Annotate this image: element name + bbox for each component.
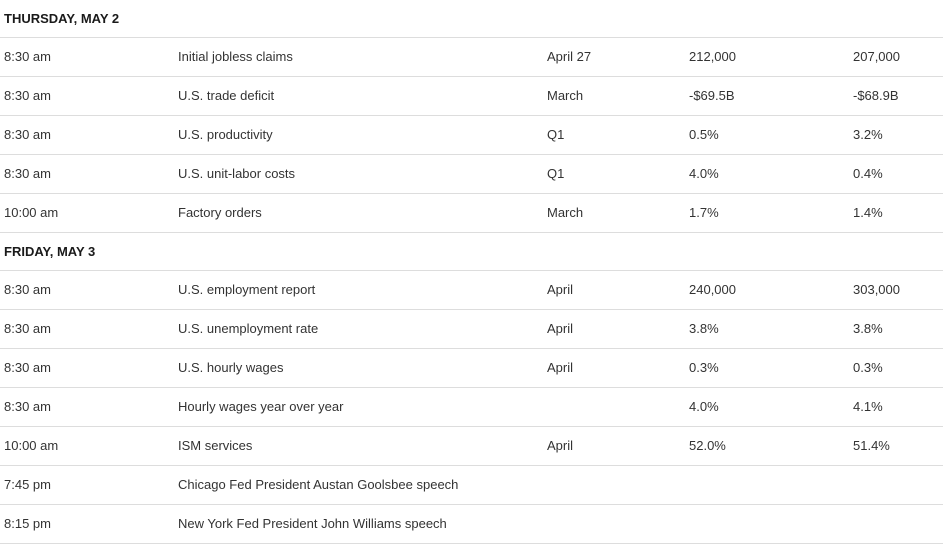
event-forecast: -$69.5B [689, 88, 735, 103]
table-row: 10:00 am ISM services April 52.0% 51.4% [0, 427, 943, 466]
event-name: ISM services [178, 438, 253, 453]
table-row: 8:30 am U.S. productivity Q1 0.5% 3.2% [0, 116, 943, 155]
table-row: 8:30 am U.S. unemployment rate April 3.8… [0, 310, 943, 349]
event-forecast: 0.3% [689, 360, 719, 375]
event-name: Factory orders [178, 205, 262, 220]
event-previous: -$68.9B [853, 88, 899, 103]
day-header-thursday: THURSDAY, MAY 2 [0, 0, 943, 38]
table-row: 10:00 am Factory orders March 1.7% 1.4% [0, 194, 943, 233]
event-name: Hourly wages year over year [178, 399, 344, 414]
table-row: 8:30 am Initial jobless claims April 27 … [0, 38, 943, 77]
event-forecast: 52.0% [689, 438, 726, 453]
event-forecast: 1.7% [689, 205, 719, 220]
table-row: 8:30 am U.S. trade deficit March -$69.5B… [0, 77, 943, 116]
event-forecast: 4.0% [689, 399, 719, 414]
day-header-friday: FRIDAY, MAY 3 [0, 233, 943, 271]
event-name: New York Fed President John Williams spe… [178, 516, 447, 531]
event-time: 8:30 am [4, 49, 51, 64]
event-forecast: 4.0% [689, 166, 719, 181]
event-period: March [547, 205, 584, 220]
event-previous: 0.4% [853, 166, 883, 181]
event-time: 8:30 am [4, 88, 51, 103]
event-time: 8:30 am [4, 321, 51, 336]
event-period: Q1 [547, 166, 565, 181]
event-previous: 51.4% [853, 438, 890, 453]
event-time: 8:30 am [4, 399, 51, 414]
event-time: 10:00 am [4, 438, 59, 453]
table-row: 7:45 pm Chicago Fed President Austan Goo… [0, 466, 943, 505]
event-name: U.S. productivity [178, 127, 273, 142]
event-forecast: 212,000 [689, 49, 736, 64]
event-previous: 1.4% [853, 205, 883, 220]
event-period: Q1 [547, 127, 565, 142]
event-period: March [547, 88, 584, 103]
event-period: April [547, 282, 574, 297]
event-time: 7:45 pm [4, 477, 51, 492]
event-name: U.S. employment report [178, 282, 316, 297]
table-row: 8:15 pm New York Fed President John Will… [0, 505, 943, 544]
event-previous: 303,000 [853, 282, 900, 297]
event-period: April 27 [547, 49, 592, 64]
event-time: 8:30 am [4, 127, 51, 142]
event-time: 10:00 am [4, 205, 59, 220]
event-time: 8:30 am [4, 360, 51, 375]
event-period: April [547, 360, 574, 375]
event-previous: 3.8% [853, 321, 883, 336]
event-forecast: 3.8% [689, 321, 719, 336]
table-row: 8:30 am U.S. unit-labor costs Q1 4.0% 0.… [0, 155, 943, 194]
event-name: U.S. unemployment rate [178, 321, 319, 336]
event-time: 8:30 am [4, 166, 51, 181]
table-row: 8:30 am U.S. employment report April 240… [0, 271, 943, 310]
event-previous: 3.2% [853, 127, 883, 142]
event-previous: 0.3% [853, 360, 883, 375]
event-name: U.S. trade deficit [178, 88, 275, 103]
event-name: Chicago Fed President Austan Goolsbee sp… [178, 477, 459, 492]
event-time: 8:15 pm [4, 516, 51, 531]
event-forecast: 240,000 [689, 282, 736, 297]
event-forecast: 0.5% [689, 127, 719, 142]
event-period: April [547, 321, 574, 336]
event-time: 8:30 am [4, 282, 51, 297]
event-name: Initial jobless claims [178, 49, 293, 64]
table-row: 8:30 am Hourly wages year over year 4.0%… [0, 388, 943, 427]
table-row: 8:30 am U.S. hourly wages April 0.3% 0.3… [0, 349, 943, 388]
event-name: U.S. hourly wages [178, 360, 284, 375]
event-previous: 207,000 [853, 49, 900, 64]
event-name: U.S. unit-labor costs [178, 166, 296, 181]
event-period: April [547, 438, 574, 453]
event-previous: 4.1% [853, 399, 883, 414]
